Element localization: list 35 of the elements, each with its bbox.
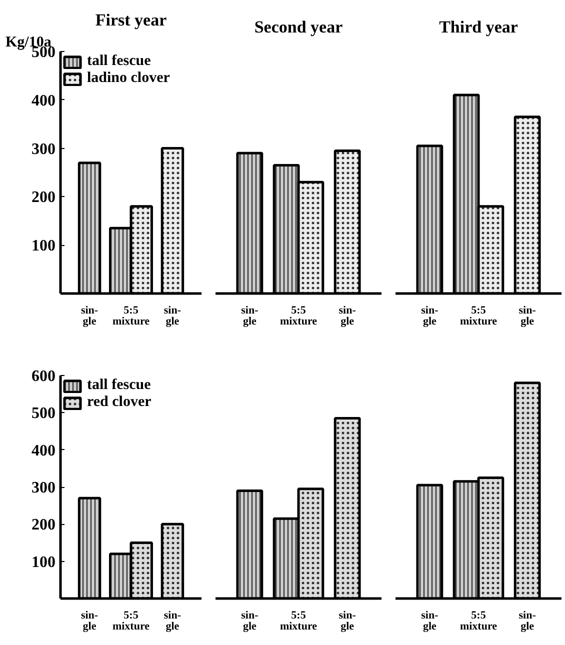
x-tick-label: sin- gle [421,304,439,328]
y-tick-label: 200 [32,516,56,534]
x-tick-label: 5:5 mixture [460,304,498,328]
y-tick-label: 200 [32,189,56,206]
chart-title: Second year [254,18,344,36]
chart-title: First year [95,10,168,30]
legend-label: tall fescue [87,377,151,394]
chart-title: Third year [439,18,518,36]
x-tick-label: sin- gle [80,610,98,632]
x-tick-label: 5:5 mixture [460,610,498,632]
x-tick-label: sin- gle [421,610,439,632]
x-tick-label: 5:5 mixture [280,610,318,632]
y-tick-label: 400 [32,92,56,110]
x-tick-label: sin- gle [338,610,356,632]
y-tick-label: 400 [32,442,56,460]
y-tick-label: 300 [32,480,56,496]
x-tick-label: sin- gle [80,304,98,328]
y-tick-label: 100 [32,554,56,571]
y-tick-label: 100 [32,238,56,255]
x-tick-label: 5:5 mixture [112,610,150,632]
x-tick-label: sin- gle [518,610,536,632]
legend-label: tall fescue [87,53,151,70]
x-tick-label: sin- gle [518,304,536,328]
legend-label: red clover [87,394,152,411]
y-tick-label: 300 [32,140,56,158]
x-tick-label: sin- gle [164,610,182,632]
x-tick-label: 5:5 mixture [112,304,150,328]
x-tick-label: 5:5 mixture [280,304,318,328]
x-tick-label: sin- gle [338,304,356,328]
x-tick-label: sin- gle [241,610,259,632]
x-tick-label: sin- gle [164,304,182,328]
legend-label: ladino clover [87,70,170,87]
x-tick-label: sin- gle [241,304,259,328]
y-tick-label: 500 [32,405,56,422]
y-tick-label: 600 [32,368,56,385]
